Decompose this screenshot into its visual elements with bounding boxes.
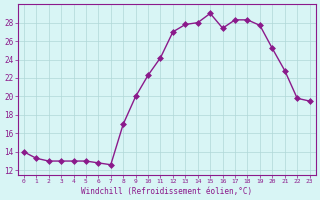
- X-axis label: Windchill (Refroidissement éolien,°C): Windchill (Refroidissement éolien,°C): [81, 187, 252, 196]
